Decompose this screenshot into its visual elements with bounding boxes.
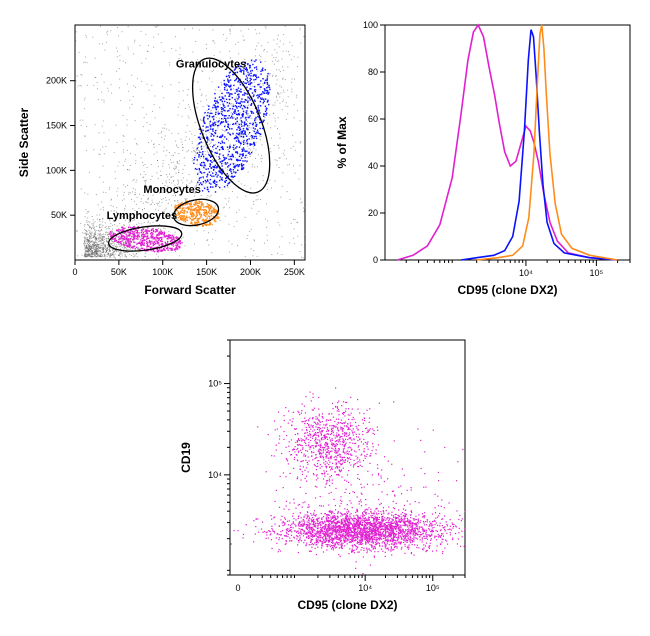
svg-text:200K: 200K <box>240 267 261 277</box>
gate-label-monocytes: Monocytes <box>143 184 200 196</box>
gate-label-granulocytes: Granulocytes <box>176 58 246 70</box>
x-axis-label: CD95 (clone DX2) <box>457 283 557 297</box>
svg-text:10⁵: 10⁵ <box>590 268 604 278</box>
svg-text:150K: 150K <box>46 121 67 131</box>
svg-text:80: 80 <box>368 67 378 77</box>
svg-text:250K: 250K <box>284 267 305 277</box>
svg-text:100K: 100K <box>46 165 67 175</box>
svg-text:50K: 50K <box>111 267 127 277</box>
svg-text:0: 0 <box>72 267 77 277</box>
gate-label-lymphocytes: Lymphocytes <box>107 210 178 222</box>
scatter-cd95-cd19: 10⁴10⁵10⁴10⁵0CD95 (clone DX2)CD19 <box>170 325 480 625</box>
svg-text:10⁴: 10⁴ <box>519 268 533 278</box>
y-axis-label: % of Max <box>335 116 349 168</box>
y-axis-label: CD19 <box>179 442 193 473</box>
scatter-fsc-ssc: Granulocytes Monocytes Lymphocytes 0 50K 100K… <box>10 10 320 310</box>
svg-text:100: 100 <box>363 20 378 30</box>
svg-text:150K: 150K <box>196 267 217 277</box>
histogram-cd95: 10⁴ 10⁵ 0 20 40 60 80 100 CD95 (clone DX2) % of M… <box>330 10 640 310</box>
svg-text:50K: 50K <box>51 210 67 220</box>
y-axis-label: Side Scatter <box>17 107 31 177</box>
svg-text:60: 60 <box>368 114 378 124</box>
svg-text:20: 20 <box>368 208 378 218</box>
svg-text:100K: 100K <box>152 267 173 277</box>
x-axis-label: Forward Scatter <box>144 283 236 297</box>
svg-text:200K: 200K <box>46 76 67 86</box>
x-axis-label: CD95 (clone DX2) <box>297 598 397 612</box>
svg-text:0: 0 <box>373 255 378 265</box>
svg-text:40: 40 <box>368 161 378 171</box>
